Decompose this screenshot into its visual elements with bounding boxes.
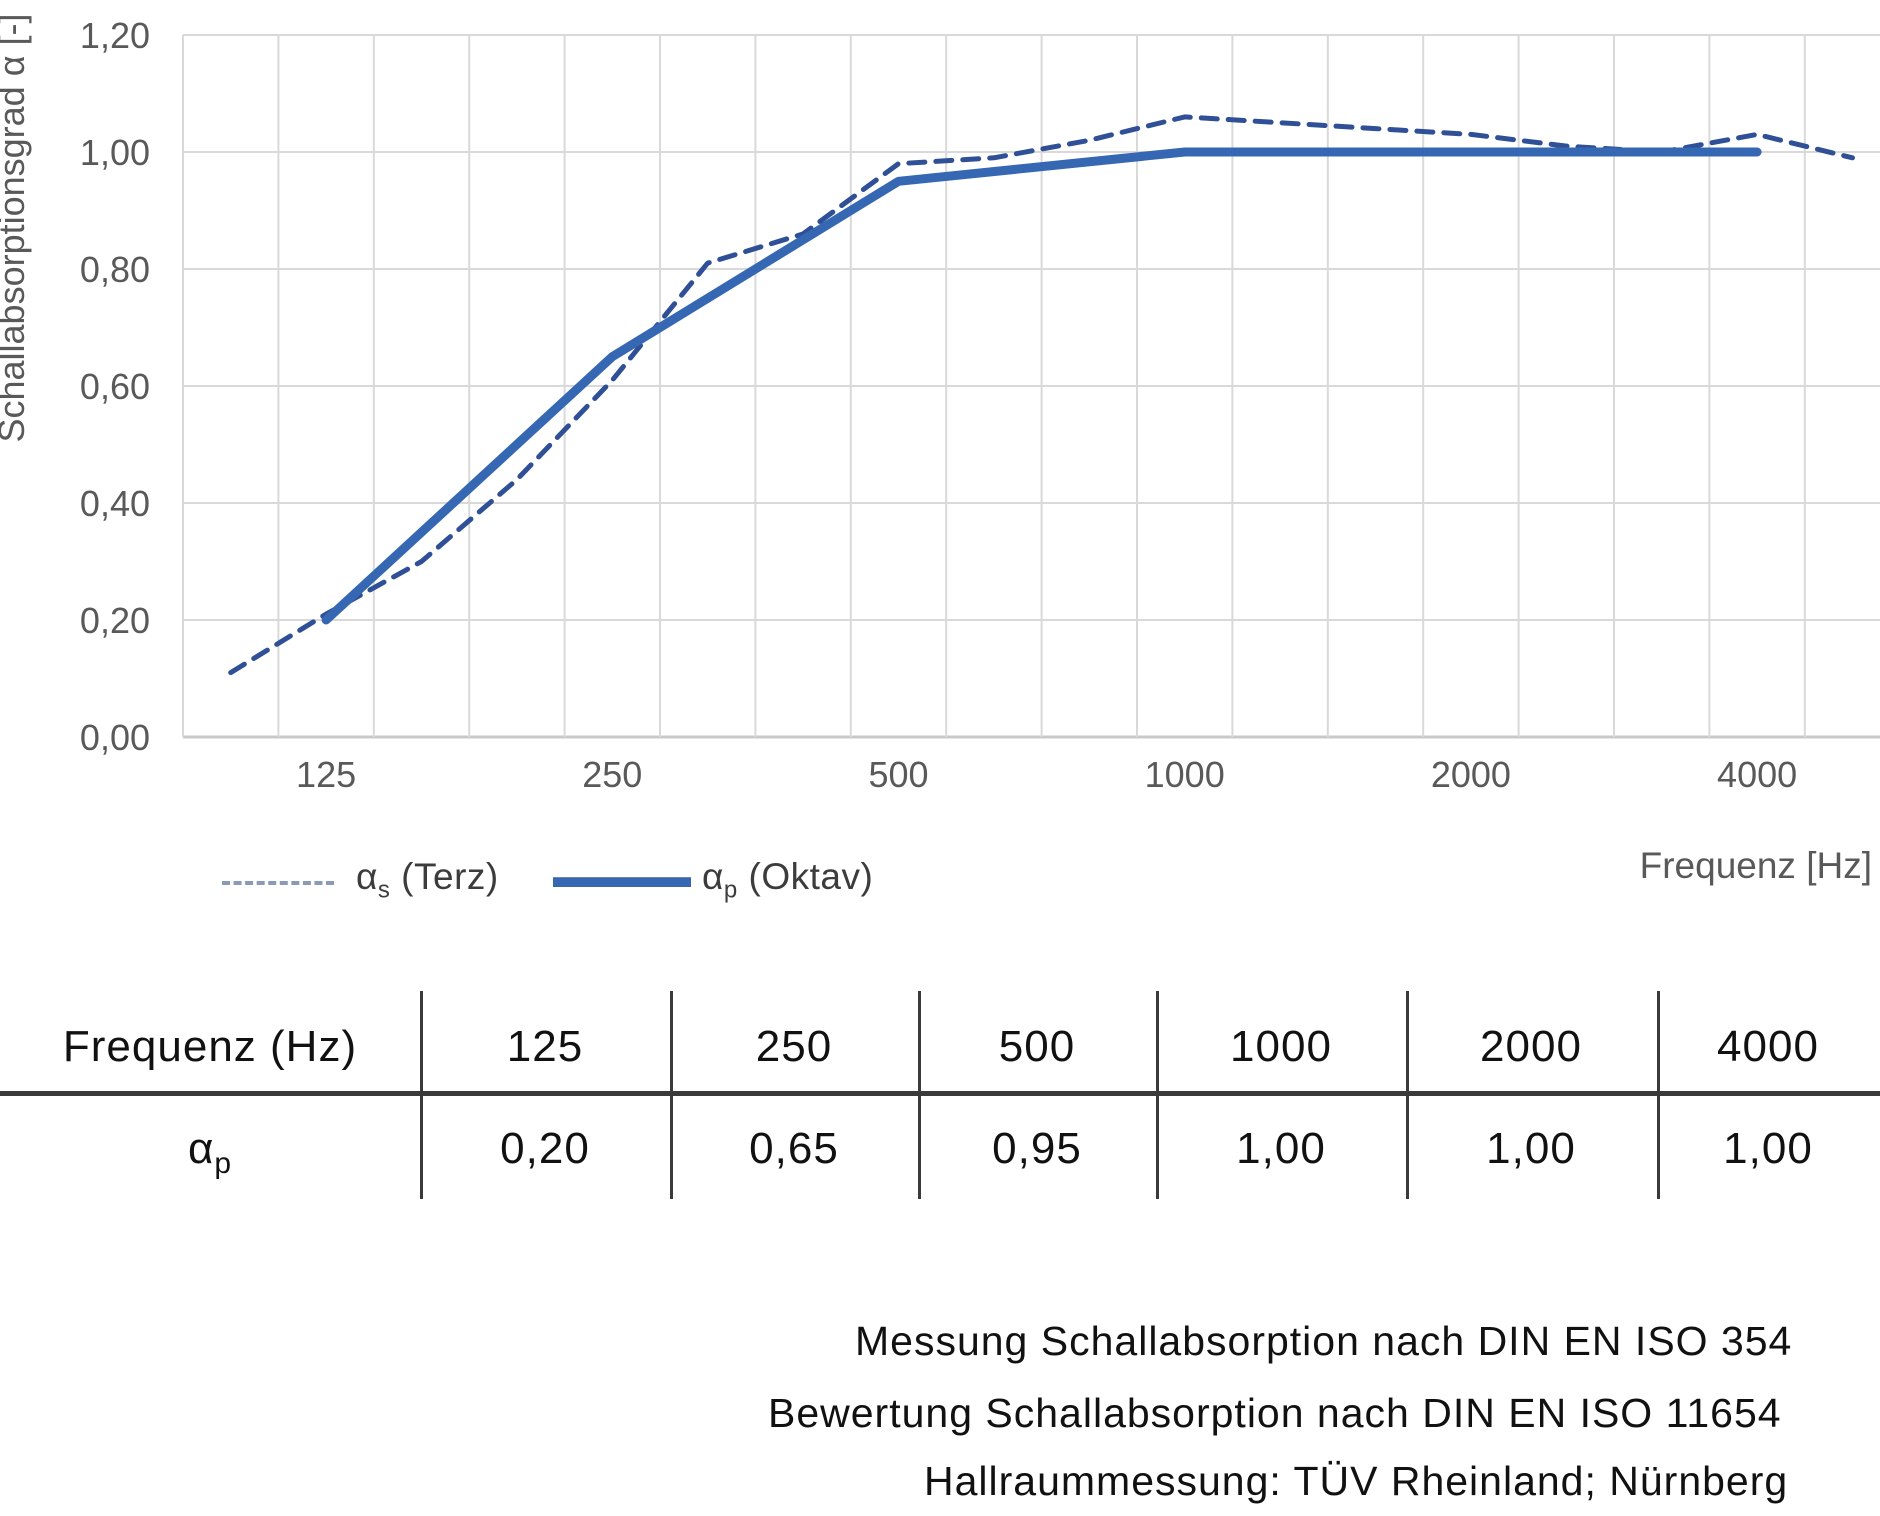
y-tick-label: 1,00	[80, 132, 150, 173]
legend-solid-line-swatch	[553, 877, 691, 887]
x-tick-label: 2000	[1431, 754, 1511, 795]
table-header-2000: 2000	[1480, 1022, 1582, 1071]
legend-label-alpha-s-terz: αs (Terz)	[356, 856, 499, 904]
legend-oktav-sub: p	[723, 876, 738, 904]
table-value-4000: 1,00	[1723, 1124, 1813, 1173]
note-messung: Messung Schallabsorption nach DIN EN ISO…	[855, 1318, 1793, 1364]
note-bewertung: Bewertung Schallabsorption nach DIN EN I…	[768, 1390, 1782, 1436]
legend-terz-alpha: α	[356, 856, 378, 897]
table-header-500: 500	[998, 1022, 1076, 1071]
alpha-s-terz-line	[228, 114, 1855, 676]
y-tick-label: 0,60	[80, 366, 150, 407]
table-value-2000: 1,00	[1486, 1124, 1576, 1173]
legend-terz-sub: s	[377, 876, 391, 904]
table-row-label-alpha-p: αp	[188, 1124, 232, 1181]
x-tick-label: 250	[582, 754, 642, 795]
table-header-250: 250	[755, 1022, 833, 1071]
table-value-500: 0,95	[992, 1124, 1082, 1173]
table-header-4000: 4000	[1717, 1022, 1819, 1071]
table-value-250: 0,65	[749, 1124, 839, 1173]
table-header-frequenz: Frequenz (Hz)	[62, 1022, 358, 1071]
table-header-125: 125	[506, 1022, 584, 1071]
y-tick-label: 0,20	[80, 600, 150, 641]
y-axis-title: Schallabsorptionsgrad α [-]	[0, 13, 32, 442]
x-tick-label: 500	[868, 754, 928, 795]
table-value-1000: 1,00	[1236, 1124, 1326, 1173]
y-tick-label: 0,40	[80, 483, 150, 524]
table-alpha: α	[187, 1124, 215, 1173]
legend-oktav-alpha: α	[702, 856, 724, 897]
table-alpha-sub: p	[214, 1146, 233, 1180]
legend-oktav-rest: (Oktav)	[737, 856, 874, 897]
alpha-p-oktav-line	[321, 147, 1762, 625]
legend-dashed-line-swatch	[222, 881, 334, 885]
chart-canvas: 0,00 0,20 0,40 0,60 0,80 1,00 1,20 125 250 500 100…	[0, 13, 1880, 886]
y-tick-label: 1,20	[80, 15, 150, 56]
legend-label-alpha-p-oktav: αp (Oktav)	[702, 856, 873, 904]
y-tick-label: 0,80	[80, 249, 150, 290]
table-header-1000: 1000	[1230, 1022, 1332, 1071]
legend-terz-rest: (Terz)	[390, 856, 499, 897]
y-tick-label: 0,00	[80, 717, 150, 758]
x-axis-title: Frequenz [Hz]	[1640, 845, 1872, 886]
absorption-chart: 0,00 0,20 0,40 0,60 0,80 1,00 1,20 125 250 500 100…	[0, 13, 1880, 904]
x-tick-label: 1000	[1145, 754, 1225, 795]
x-tick-label: 125	[296, 754, 356, 795]
table-header-rule	[0, 1091, 1880, 1096]
table-value-125: 0,20	[500, 1124, 590, 1173]
note-hallraum: Hallraummessung: TÜV Rheinland; Nürnberg	[924, 1458, 1789, 1504]
x-tick-label: 4000	[1717, 754, 1797, 795]
